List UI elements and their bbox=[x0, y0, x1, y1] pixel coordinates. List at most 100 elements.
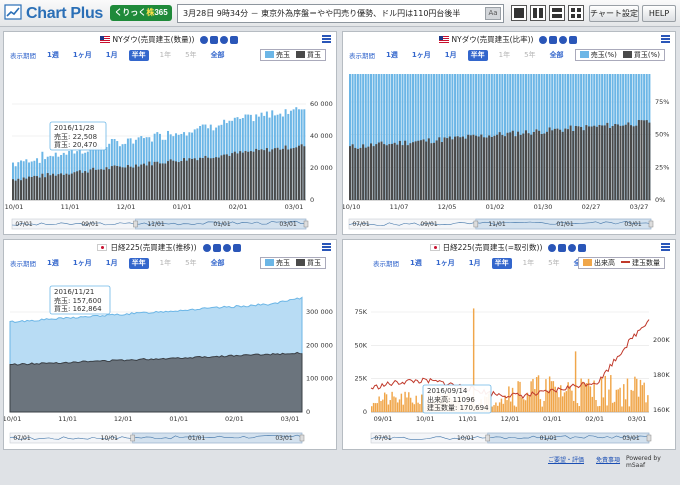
settings-icon[interactable] bbox=[200, 36, 209, 44]
copy-icon[interactable] bbox=[232, 244, 241, 252]
volume-bar bbox=[534, 389, 536, 412]
buy-bar bbox=[233, 151, 236, 200]
sell-bar bbox=[417, 74, 420, 200]
legend-open-interest[interactable]: 建玉数量 bbox=[621, 258, 660, 268]
settings-icon[interactable] bbox=[539, 36, 548, 44]
range-5y-button[interactable]: 5年 bbox=[185, 258, 197, 267]
volume-bar bbox=[623, 384, 625, 412]
range-all-button[interactable]: 全部 bbox=[549, 50, 564, 59]
layout-1-icon[interactable] bbox=[511, 5, 527, 21]
table-icon[interactable] bbox=[549, 36, 558, 44]
range-1y-button[interactable]: 1年 bbox=[498, 50, 511, 59]
range-1mo-button[interactable]: 1月 bbox=[105, 50, 118, 59]
chart-area[interactable]: 75% 50% 25% 0% 10/10 11/07 12/05 01/02 01/30 02/2… bbox=[343, 32, 677, 236]
range-1m-button[interactable]: 1ヶ月 bbox=[411, 50, 431, 59]
chart-area[interactable]: 60 000 40 000 20 000 0 10/01 11/01 12/01 01/01 0… bbox=[4, 32, 338, 236]
range-1mo-button[interactable]: 1月 bbox=[468, 258, 481, 267]
range-label: 表示期間 bbox=[10, 52, 36, 60]
chart-area[interactable]: 75K 50K 25K 0 200K 180K 160K 09/01 10/01 11/01 12/… bbox=[343, 240, 677, 451]
range-1mo-button[interactable]: 1月 bbox=[105, 258, 118, 267]
range-6m-button[interactable]: 半年 bbox=[491, 257, 512, 269]
menu-icon[interactable] bbox=[661, 243, 670, 251]
buy-bar bbox=[153, 161, 156, 200]
layout-2-icon[interactable] bbox=[530, 5, 546, 21]
range-6m-button[interactable]: 半年 bbox=[467, 49, 488, 61]
buy-bar bbox=[247, 151, 250, 200]
disclaimer-link[interactable]: 免責事項 bbox=[596, 457, 621, 464]
buy-bar bbox=[116, 165, 119, 200]
buy-area bbox=[9, 351, 303, 413]
refresh-icon[interactable] bbox=[220, 36, 229, 44]
buy-bar bbox=[496, 134, 499, 200]
chart-settings-button[interactable]: チャート設定 bbox=[589, 5, 639, 22]
copy-icon[interactable] bbox=[569, 36, 578, 44]
layout-3-icon[interactable] bbox=[549, 5, 565, 21]
menu-icon[interactable] bbox=[661, 35, 670, 43]
range-5y-button[interactable]: 5年 bbox=[548, 258, 560, 267]
range-1w-button[interactable]: 1週 bbox=[410, 258, 422, 267]
range-5y-button[interactable]: 5年 bbox=[524, 50, 536, 59]
buy-bar bbox=[622, 125, 625, 200]
menu-icon[interactable] bbox=[322, 35, 331, 43]
tooltip-sell: 売玉: 157,600 bbox=[54, 296, 102, 305]
range-6m-button[interactable]: 半年 bbox=[128, 257, 149, 269]
menu-icon[interactable] bbox=[322, 243, 331, 251]
settings-icon[interactable] bbox=[202, 244, 211, 252]
y-tick-label: 25% bbox=[655, 163, 669, 171]
volume-bar bbox=[506, 400, 508, 412]
range-1w-button[interactable]: 1週 bbox=[47, 50, 59, 59]
range-1y-button[interactable]: 1年 bbox=[522, 258, 535, 267]
buy-bar bbox=[207, 157, 210, 200]
buy-bar bbox=[401, 145, 404, 200]
layout-4-icon[interactable] bbox=[568, 5, 584, 21]
legend-buy[interactable]: 買玉 bbox=[296, 258, 321, 268]
range-1y-button[interactable]: 1年 bbox=[159, 50, 172, 59]
table-icon[interactable] bbox=[212, 244, 221, 252]
refresh-icon[interactable] bbox=[222, 244, 231, 252]
chart-legend: 出来高 建玉数量 bbox=[578, 257, 665, 269]
help-button[interactable]: HELP bbox=[642, 5, 676, 22]
buy-bar bbox=[598, 124, 601, 200]
feedback-link[interactable]: ご要望・評価 bbox=[548, 457, 585, 464]
volume-bar bbox=[615, 389, 618, 412]
legend-sell[interactable]: 売玉 bbox=[265, 258, 290, 268]
legend-buy[interactable]: 買玉 bbox=[296, 50, 321, 60]
chart-area[interactable]: 300 000 200 000 100 000 0 10/01 11/01 12/01 01/… bbox=[4, 240, 338, 451]
range-6m-button[interactable]: 半年 bbox=[128, 49, 149, 61]
table-icon[interactable] bbox=[558, 244, 567, 252]
legend-buy[interactable]: 買玉(%) bbox=[622, 50, 660, 60]
font-size-button[interactable]: Aa bbox=[485, 7, 501, 20]
range-all-button[interactable]: 全部 bbox=[210, 50, 225, 59]
x-tick-label: 12/01 bbox=[501, 415, 520, 423]
volume-bar bbox=[574, 351, 577, 412]
range-1mo-button[interactable]: 1月 bbox=[444, 50, 457, 59]
volume-bar bbox=[634, 376, 636, 412]
table-icon[interactable] bbox=[210, 36, 219, 44]
news-ticker[interactable]: 3月28日 9時34分 － 東京外為序盤＝やや円売り優勢、ドル円は110円台後半… bbox=[177, 4, 504, 23]
range-1m-button[interactable]: 1ヶ月 bbox=[72, 258, 92, 267]
range-1m-button[interactable]: 1ヶ月 bbox=[72, 50, 92, 59]
legend-sell[interactable]: 売玉(%) bbox=[579, 50, 617, 60]
sell-bar bbox=[362, 74, 365, 200]
sell-bar bbox=[409, 74, 412, 200]
range-1m-button[interactable]: 1ヶ月 bbox=[435, 258, 455, 267]
range-1y-button[interactable]: 1年 bbox=[159, 258, 172, 267]
buy-bar bbox=[54, 175, 57, 200]
range-1w-button[interactable]: 1週 bbox=[386, 50, 398, 59]
copy-icon[interactable] bbox=[578, 244, 587, 252]
volume-bar bbox=[537, 375, 540, 412]
buy-bar bbox=[70, 173, 73, 200]
legend-volume[interactable]: 出来高 bbox=[583, 258, 615, 268]
copy-icon[interactable] bbox=[230, 36, 239, 44]
buy-bar bbox=[265, 148, 268, 200]
refresh-icon[interactable] bbox=[568, 244, 577, 252]
range-5y-button[interactable]: 5年 bbox=[185, 50, 197, 59]
range-label: 表示期間 bbox=[373, 260, 399, 268]
settings-icon[interactable] bbox=[548, 244, 557, 252]
legend-sell[interactable]: 売玉 bbox=[265, 50, 290, 60]
chart-panel-nikkei-volume: 日経225(売買建玉(=取引数)) 表示期間 1週 1ヶ月 1月 半年 1年 5… bbox=[342, 239, 676, 450]
buy-bar bbox=[535, 129, 538, 200]
refresh-icon[interactable] bbox=[559, 36, 568, 44]
range-1w-button[interactable]: 1週 bbox=[47, 258, 59, 267]
range-all-button[interactable]: 全部 bbox=[210, 258, 225, 267]
